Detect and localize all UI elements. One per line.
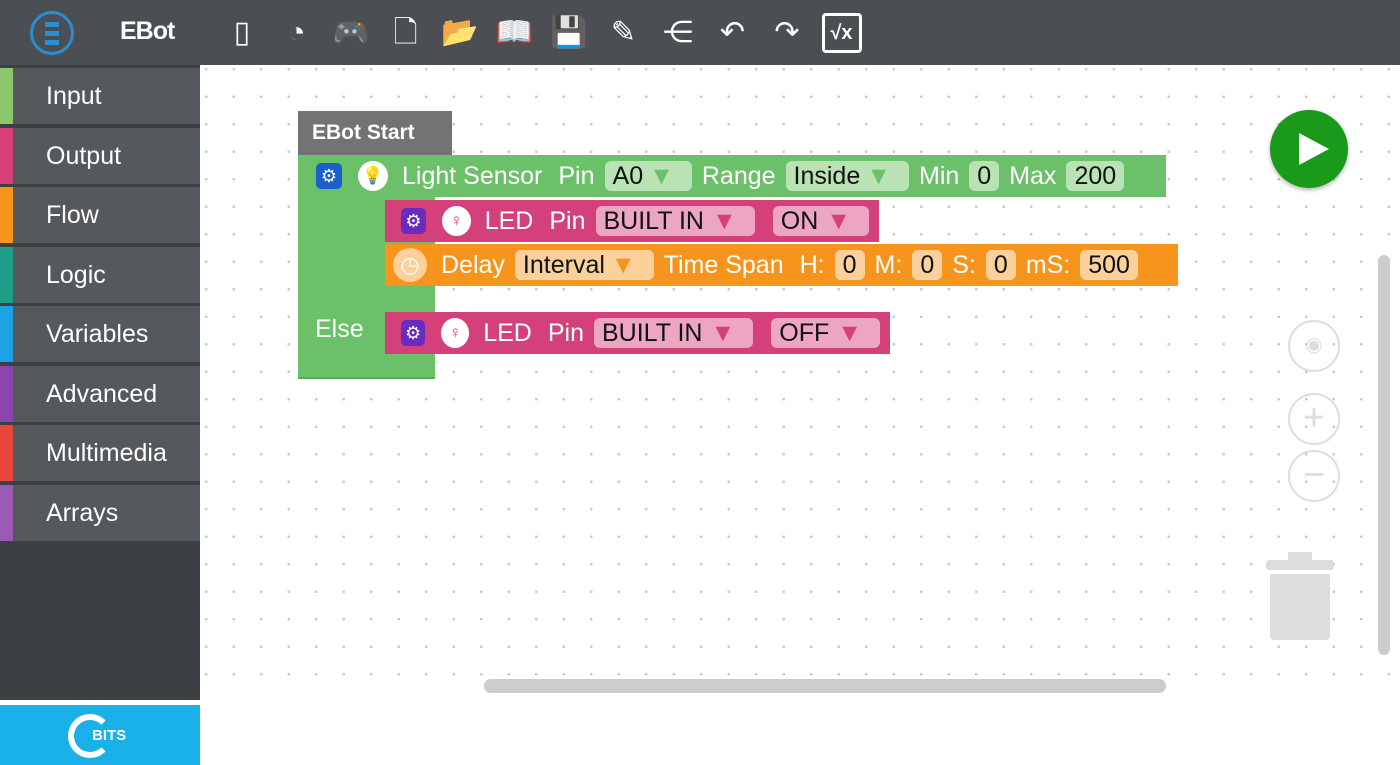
category-sidebar: Input Output Flow Logic Variables Advanced Mul…	[0, 65, 200, 765]
category-color-bar	[0, 68, 13, 124]
gear-icon[interactable]: ⚙	[316, 163, 342, 189]
seconds-input[interactable]: 0	[985, 250, 1016, 280]
sidebar-item-advanced[interactable]: Advanced	[0, 365, 200, 422]
delay-label: Delay	[441, 251, 505, 279]
delay-block[interactable]: ◷ Delay Interval ▼ Time Span H: 0 M: 0 S:…	[385, 244, 1178, 286]
brand-logo: EBot	[120, 17, 175, 45]
gear-icon[interactable]: ⚙	[401, 208, 426, 234]
sidebar-item-label: Flow	[46, 201, 99, 229]
sidebar-item-label: Logic	[46, 260, 106, 289]
pie-chart-icon[interactable]: ◔	[287, 16, 306, 49]
sidebar-item-label: Variables	[46, 320, 149, 348]
hours-input[interactable]: 0	[834, 250, 865, 280]
board-icon[interactable]: ▯	[233, 16, 251, 49]
delay-mode-dropdown[interactable]: Interval ▼	[514, 250, 654, 280]
pin-label: Pin	[558, 162, 595, 190]
sensor-label: Light Sensor	[402, 162, 543, 190]
workspace[interactable]: EBot Start ⚙ 💡 Light Sensor Pin A0 ▼ Rang…	[200, 65, 1400, 700]
led-label: LED	[483, 319, 532, 347]
minutes-label: M:	[874, 251, 903, 279]
formula-icon[interactable]: √x	[821, 13, 862, 53]
sidebar-item-input[interactable]: Input	[0, 68, 200, 124]
state-dropdown[interactable]: OFF ▼	[771, 318, 880, 348]
milliseconds-label: mS:	[1025, 251, 1071, 279]
pin-label: Pin	[547, 319, 584, 347]
min-label: Min	[919, 162, 960, 190]
open-folder-icon[interactable]: 📂	[441, 16, 479, 49]
app-logo-icon[interactable]	[30, 11, 74, 55]
run-button[interactable]	[1270, 110, 1348, 188]
trash-icon[interactable]	[1266, 552, 1334, 640]
sidebar-item-label: Input	[46, 82, 102, 110]
pin-dropdown[interactable]: BUILT IN ▼	[594, 318, 754, 348]
sidebar-item-label: Multimedia	[46, 439, 167, 467]
hours-label: H:	[799, 251, 825, 279]
top-toolbar: EBot ▯ ◔ 🎮 🗋 📂 📖 💾 ✎ ⋲ ↶ ↷ √x	[0, 0, 1400, 65]
sidebar-item-logic[interactable]: Logic	[0, 246, 200, 303]
seconds-label: S:	[952, 251, 976, 279]
sidebar-item-label: Arrays	[46, 498, 119, 527]
category-color-bar	[0, 187, 13, 243]
category-color-bar	[0, 127, 13, 184]
pin-dropdown[interactable]: BUILT IN ▼	[595, 206, 755, 236]
pin-label: Pin	[549, 207, 586, 235]
clock-icon: ◷	[393, 248, 427, 282]
new-file-icon[interactable]: 🗋	[393, 16, 418, 49]
min-input[interactable]: 0	[969, 161, 1000, 191]
book-icon[interactable]: 📖	[495, 16, 534, 49]
sidebar-item-flow[interactable]: Flow	[0, 187, 200, 243]
category-color-bar	[0, 484, 13, 541]
category-color-bar	[0, 306, 13, 362]
sidebar-item-arrays[interactable]: Arrays	[0, 484, 200, 541]
zoom-out-icon[interactable]: −	[1288, 450, 1340, 502]
redo-icon[interactable]: ↷	[774, 16, 800, 49]
sidebar-item-variables[interactable]: Variables	[0, 306, 200, 362]
light-sensor-block[interactable]: ⚙ 💡 Light Sensor Pin A0 ▼ Range Inside ▼ M…	[298, 155, 1166, 197]
bits-logo: BITS	[0, 705, 200, 765]
max-label: Max	[1009, 162, 1057, 190]
gamepad-icon[interactable]: 🎮	[332, 16, 370, 49]
category-color-bar	[0, 246, 13, 303]
recenter-icon[interactable]: ◉	[1288, 320, 1340, 372]
else-label: Else	[315, 315, 364, 343]
light-bulb-icon: 💡	[358, 161, 388, 191]
save-as-icon[interactable]: ✎	[610, 16, 637, 49]
range-dropdown[interactable]: Inside ▼	[785, 161, 909, 191]
led-icon: ♀	[441, 318, 470, 348]
vertical-scrollbar[interactable]	[1378, 255, 1390, 655]
zoom-in-icon[interactable]: +	[1288, 393, 1340, 445]
save-icon[interactable]: 💾	[550, 16, 588, 49]
sidebar-item-multimedia[interactable]: Multimedia	[0, 425, 200, 481]
milliseconds-input[interactable]: 500	[1080, 250, 1138, 280]
undo-icon[interactable]: ↶	[719, 16, 746, 49]
pin-dropdown[interactable]: A0 ▼	[604, 161, 692, 191]
led-off-block[interactable]: ⚙ ♀ LED Pin BUILT IN ▼ OFF ▼	[385, 312, 890, 354]
start-block[interactable]: EBot Start	[298, 111, 452, 155]
max-input[interactable]: 200	[1066, 161, 1125, 191]
sidebar-item-label: Output	[46, 141, 122, 170]
horizontal-scrollbar[interactable]	[484, 679, 1166, 693]
led-icon: ♀	[441, 206, 471, 236]
play-icon	[1299, 133, 1329, 165]
led-on-block[interactable]: ⚙ ♀ LED Pin BUILT IN ▼ ON ▼	[385, 200, 879, 242]
minutes-input[interactable]: 0	[912, 250, 943, 280]
sidebar-item-label: Advanced	[46, 379, 158, 408]
time-span-label: Time Span	[663, 251, 784, 279]
sidebar-item-output[interactable]: Output	[0, 127, 200, 184]
category-color-bar	[0, 425, 13, 481]
gear-icon[interactable]: ⚙	[401, 320, 426, 346]
range-label: Range	[701, 162, 776, 190]
share-icon[interactable]: ⋲	[663, 16, 693, 49]
category-color-bar	[0, 365, 13, 422]
led-label: LED	[484, 207, 534, 235]
state-dropdown[interactable]: ON ▼	[772, 206, 869, 236]
